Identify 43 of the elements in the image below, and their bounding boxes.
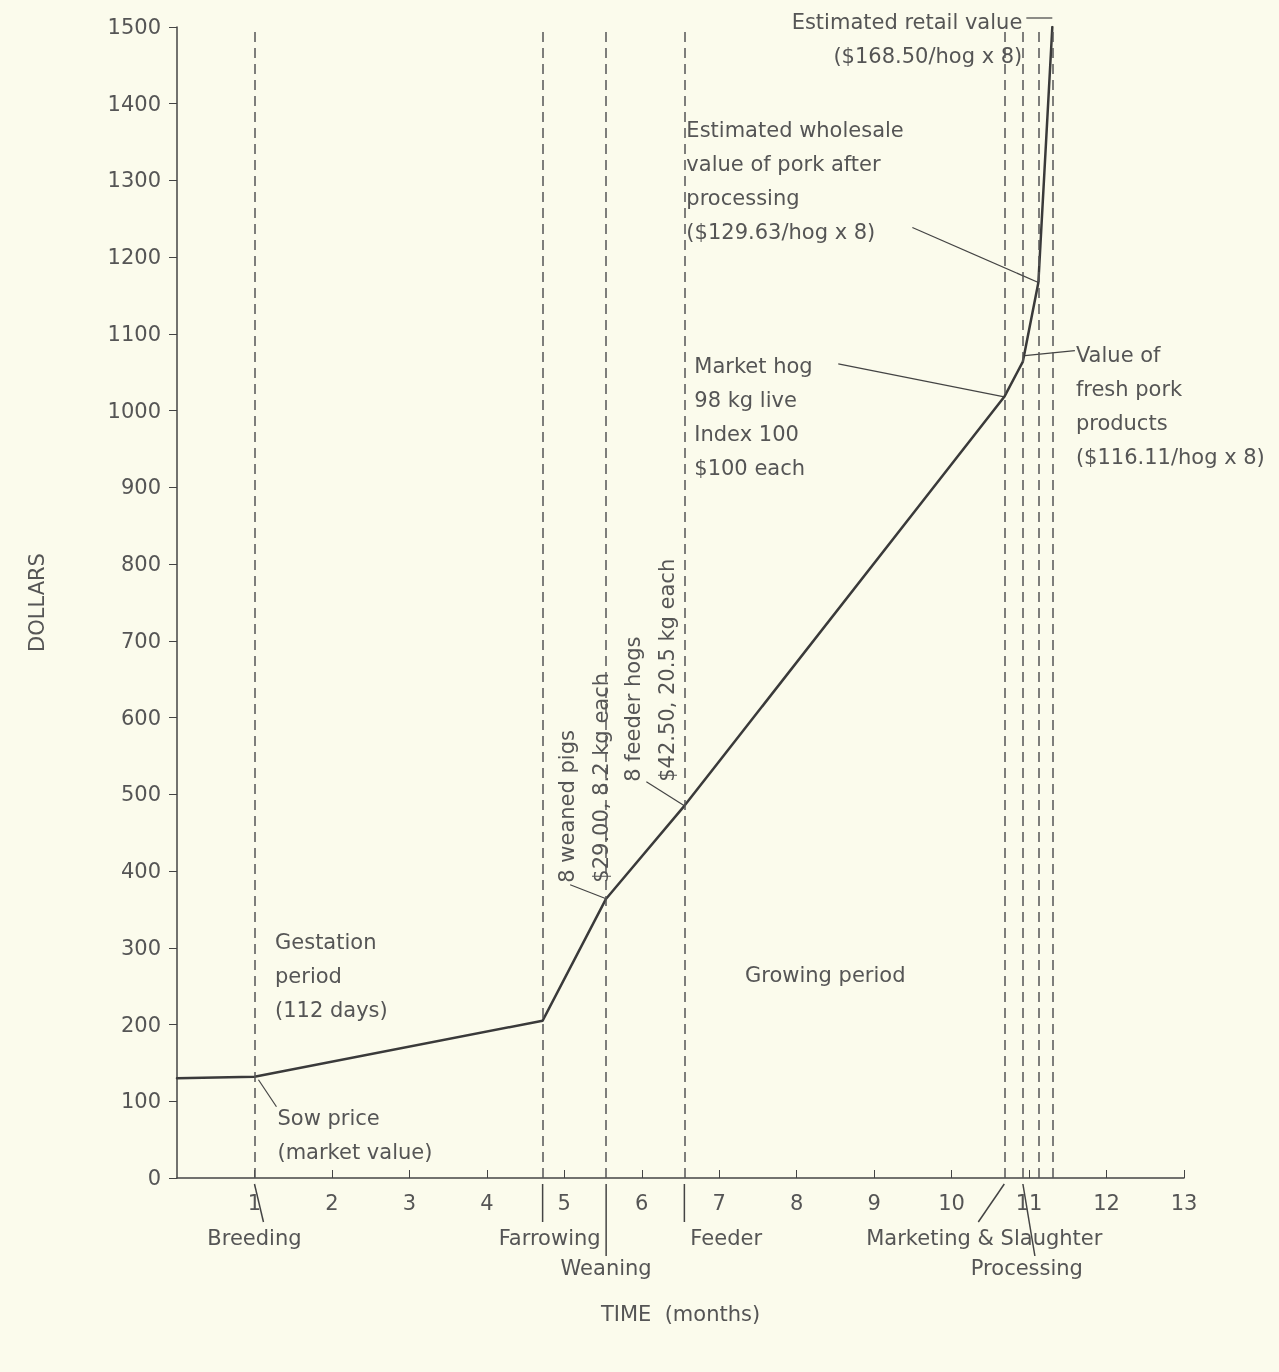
annotation: Estimated retail value ($168.50/hog x 8) [791,10,1023,68]
ref-line-label: Feeder [690,1226,763,1250]
annotation: Value of fresh pork products ($116.11/hog x 8) [1075,342,1265,469]
annotation: Sow price (market value) [277,1105,433,1164]
y-tick-label: 200 [120,1012,161,1037]
annotation: Estimated wholesale value of pork after processing ($129.63/hog x 8) [686,117,904,244]
ref-line-label: Breeding [207,1226,302,1250]
x-tick-label: 4 [480,1190,494,1215]
annotation: Market hog 98 kg live Index 100 $100 each [694,353,813,480]
y-tick-label: 100 [120,1089,161,1114]
ref-line-label: Farrowing [498,1226,601,1250]
ref-line-label: Weaning [560,1256,652,1280]
annotation: Gestation period (112 days) [275,930,388,1022]
y-tick-label: 1100 [107,321,161,346]
y-axis-title: DOLLARS [24,553,49,652]
y-tick-label: 400 [120,859,161,884]
y-tick-label: 900 [120,475,161,500]
ref-line-label: Processing [970,1256,1083,1280]
y-tick-label: 1400 [107,91,161,116]
y-tick-label: 0 [147,1166,161,1190]
y-tick-label: 1200 [107,245,161,270]
y-tick-label: 1300 [107,168,161,193]
x-tick-label: 10 [938,1190,965,1215]
x-tick-label: 2 [325,1190,339,1215]
y-tick-label: 700 [120,628,161,653]
x-axis-title: TIME (months) [599,1301,761,1326]
annotation: 8 weaned pigs $29.00, 8.2 kg each [555,672,614,883]
y-tick-label: 800 [120,552,161,577]
y-tick-label: 500 [120,782,161,807]
x-tick-label: 12 [1093,1190,1120,1215]
y-tick-label: 300 [120,935,161,960]
annotation: 8 feeder hogs $42.50, 20.5 kg each [621,558,680,782]
annotation: Growing period [745,963,906,987]
x-tick-label: 5 [557,1190,571,1215]
y-tick-label: 1000 [107,398,161,423]
y-tick-label: 600 [120,705,161,730]
x-tick-label: 9 [867,1190,881,1215]
y-tick-label: 1500 [107,15,161,39]
x-tick-label: 8 [790,1190,804,1215]
x-tick-label: 6 [635,1190,649,1215]
x-tick-label: 7 [712,1190,726,1215]
x-tick-label: 3 [402,1190,417,1215]
x-tick-label: 13 [1170,1190,1198,1215]
